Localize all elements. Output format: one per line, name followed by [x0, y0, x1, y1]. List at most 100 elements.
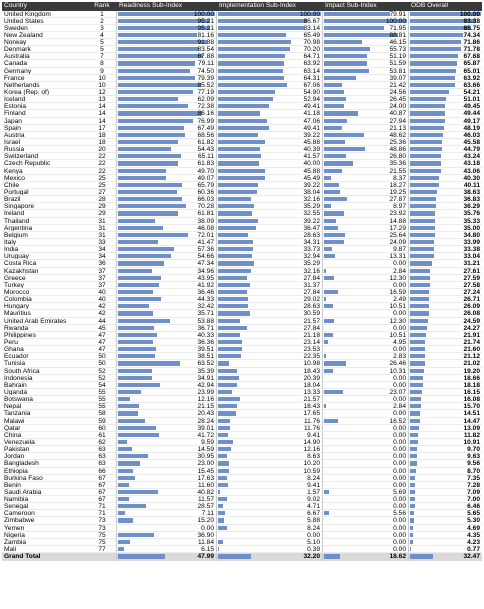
country-cell: Pakistan	[4, 446, 30, 453]
readiness-bar	[118, 204, 187, 209]
implementation-bar	[218, 47, 291, 52]
readiness-bar	[118, 125, 184, 130]
readiness-value: 28.57	[197, 503, 214, 510]
readiness-value: 83.54	[197, 46, 214, 53]
odb-overall-cell: 7.28	[408, 481, 482, 488]
table-row: Costa Rica 36 47.34 35.29 0.00 31.21	[2, 260, 482, 268]
rank-cell: 71	[98, 510, 106, 517]
implementation-cell: 10.98	[216, 360, 322, 367]
table-row: Ghana 47 39.51 23.53 0.00 21.60	[2, 346, 482, 354]
readiness-cell: 100.00	[116, 10, 216, 17]
rank-cell: 8	[100, 60, 104, 67]
readiness-cell: 35.39	[116, 367, 216, 374]
impact-bar	[324, 32, 398, 38]
rank-cell: 59	[98, 417, 106, 424]
header-impact[interactable]: Impact Sub-Index	[325, 2, 377, 9]
impact-cell: 5.56	[322, 510, 408, 517]
header-odb-overall[interactable]: ODB Overall	[411, 2, 449, 9]
table-row: Australia 7 87.88 64.71 51.19 67.68	[2, 53, 482, 61]
odb-overall-value: 43.06	[463, 167, 480, 174]
country-cell: Burkina Faso	[4, 474, 43, 481]
impact-cell: 24.56	[322, 89, 408, 96]
odb-overall-value: 63.66	[463, 81, 480, 89]
readiness-bar	[118, 75, 195, 80]
impact-cell: 0.00	[322, 517, 408, 524]
rank-cell: 18	[98, 139, 106, 146]
implementation-bar	[218, 211, 252, 216]
table-row: Finland 14 86.16 41.18 40.87 49.44	[2, 110, 482, 118]
implementation-bar	[218, 311, 250, 316]
table-row: Singapore 29 70.28 35.29 8.97 36.29	[2, 203, 482, 211]
readiness-value: 35.39	[197, 367, 214, 374]
implementation-bar	[218, 218, 259, 223]
impact-bar	[324, 182, 340, 188]
odb-overall-bar	[410, 347, 426, 352]
readiness-cell: 60.36	[116, 189, 216, 196]
odb-overall-value: 26.08	[463, 310, 480, 317]
header-country[interactable]: Country	[4, 2, 28, 9]
impact-value: 0.00	[393, 496, 406, 503]
odb-overall-cell: 33.38	[408, 246, 482, 253]
readiness-cell: 15.45	[116, 467, 216, 474]
rank-cell: 33	[98, 239, 106, 246]
implementation-bar	[218, 61, 284, 66]
odb-overall-bar	[410, 240, 435, 245]
implementation-value: 8.24	[307, 474, 320, 481]
impact-cell: 8.97	[322, 203, 408, 210]
implementation-value: 83.14	[303, 24, 320, 31]
odb-overall-value: 45.58	[463, 139, 480, 146]
implementation-bar	[218, 554, 252, 560]
rank-cell: 40	[98, 288, 106, 296]
readiness-cell: 9.59	[116, 438, 216, 446]
readiness-bar	[118, 404, 139, 409]
readiness-value: 15.20	[197, 517, 214, 524]
odb-overall-bar	[410, 32, 463, 38]
rank-cell: 42	[98, 303, 106, 310]
odb-overall-cell: 85.75	[408, 24, 482, 31]
impact-value: 24.09	[389, 239, 406, 246]
impact-value: 0.00	[393, 481, 406, 488]
impact-value: 48.62	[389, 131, 406, 139]
implementation-bar	[218, 225, 256, 230]
readiness-cell: 38.51	[116, 353, 216, 360]
header-implementation[interactable]: Implementation Sub-Index	[219, 2, 296, 9]
readiness-cell: 47.99	[116, 553, 216, 562]
rank-cell: 52	[98, 374, 106, 381]
table-row: Ireland 29 61.81 32.55 23.92 35.76	[2, 210, 482, 218]
implementation-value: 86.67	[303, 17, 320, 24]
impact-bar	[324, 132, 365, 138]
readiness-bar	[118, 354, 156, 359]
table-row: Morocco 40 36.46 27.84 16.59 27.24	[2, 288, 482, 297]
readiness-value: 41.92	[197, 281, 214, 288]
table-row: Canada 8 79.11 63.92 51.59 65.87	[2, 60, 482, 68]
odb-overall-cell: 21.02	[408, 360, 482, 367]
implementation-bar	[218, 511, 225, 516]
impact-cell: 0.00	[322, 438, 408, 446]
country-cell: Ghana	[4, 346, 24, 353]
country-cell: Australia	[4, 53, 30, 60]
readiness-bar	[118, 482, 130, 487]
table-row: Mauritius 42 35.71 30.59 0.00 26.08	[2, 310, 482, 318]
odb-overall-value: 13.09	[463, 424, 480, 431]
implementation-bar	[218, 168, 266, 173]
odb-overall-value: 33.04	[463, 253, 480, 260]
header-readiness[interactable]: Readiness Sub-Index	[119, 2, 183, 9]
odb-overall-cell: 27.24	[408, 288, 482, 296]
odb-overall-value: 7.28	[467, 481, 480, 488]
header-rank[interactable]: Rank	[94, 2, 110, 9]
rank-cell: 1	[100, 10, 104, 17]
impact-cell: 48.86	[322, 146, 408, 153]
country-cell: Finland	[4, 110, 26, 117]
readiness-cell: 72.01	[116, 231, 216, 238]
odb-overall-bar	[410, 161, 441, 166]
odb-overall-bar	[410, 475, 416, 480]
country-cell: Chile	[4, 181, 20, 189]
readiness-cell: 40.82	[116, 488, 216, 496]
odb-overall-cell: 45.58	[408, 139, 482, 146]
impact-value: 0.00	[393, 517, 406, 524]
implementation-bar	[218, 18, 308, 23]
odb-overall-bar	[410, 175, 439, 180]
implementation-cell: 39.22	[216, 131, 322, 139]
odb-overall-bar	[410, 40, 461, 45]
readiness-bar	[118, 40, 208, 45]
